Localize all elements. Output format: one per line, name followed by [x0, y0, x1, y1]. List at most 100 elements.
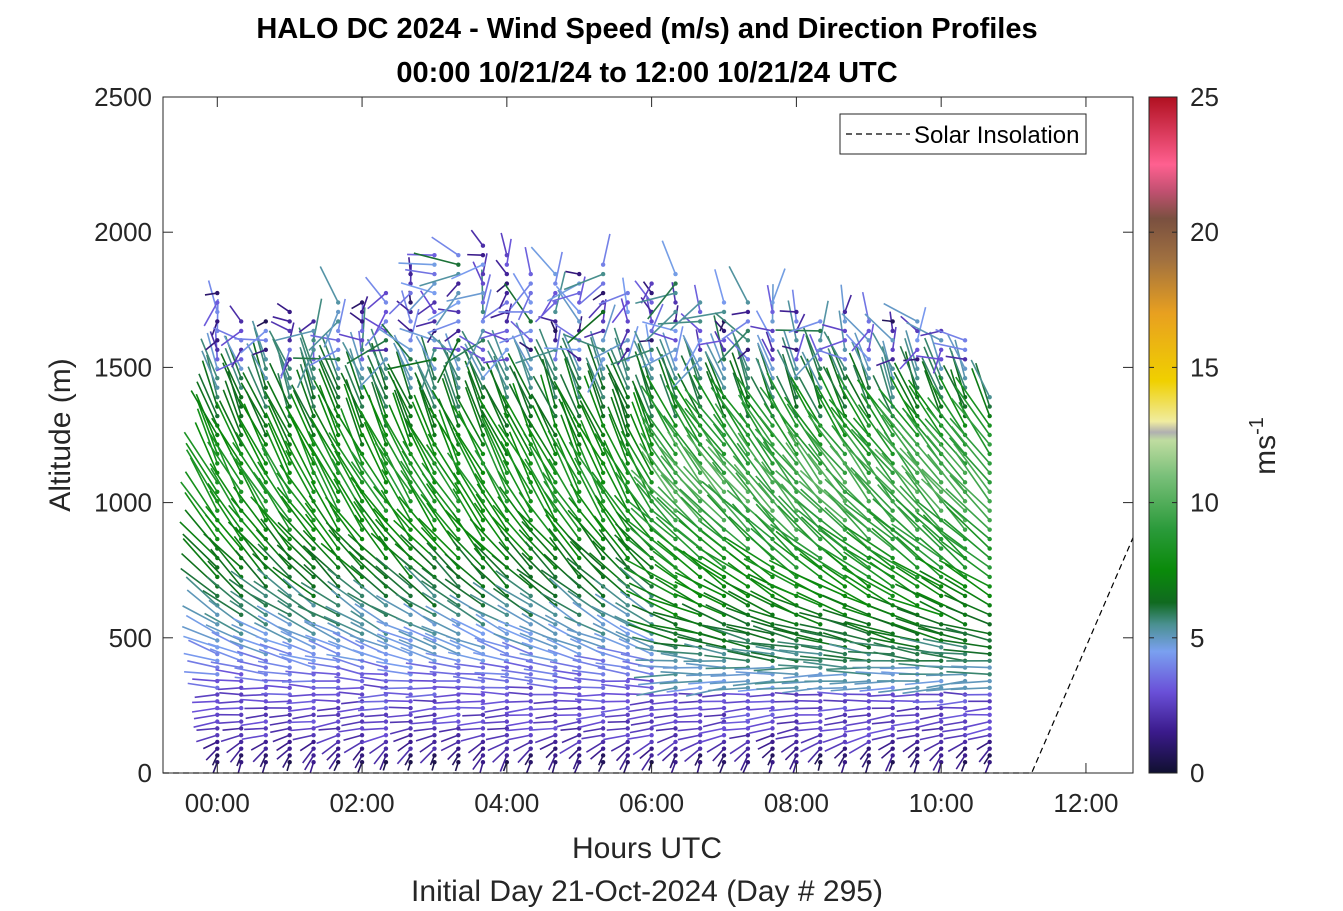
wind-vector: [618, 638, 652, 655]
wind-vector: [796, 591, 846, 616]
wind-vector-head: [866, 705, 871, 711]
wind-vector-head: [794, 423, 799, 428]
wind-vector: [670, 761, 677, 773]
wind-vector-head: [818, 404, 823, 409]
wind-vector: [941, 706, 966, 709]
wind-vector-head: [721, 753, 727, 758]
wind-vector: [933, 342, 966, 351]
wind-vector: [649, 707, 676, 712]
wind-vector-head: [287, 480, 292, 485]
wind-vector: [705, 604, 749, 626]
wind-vector-head: [215, 394, 220, 400]
wind-vector: [202, 741, 218, 750]
wind-vector-head: [215, 413, 220, 419]
wind-vector-head: [456, 385, 461, 390]
wind-vector-head: [818, 719, 823, 724]
wind-vector-head: [287, 394, 292, 400]
wind-vector: [703, 714, 725, 718]
wind-vector: [446, 599, 484, 625]
wind-vector-head: [770, 470, 775, 476]
wind-vector: [411, 401, 436, 455]
wind-vector: [729, 552, 773, 588]
wind-vector: [316, 714, 339, 718]
wind-vector-head: [335, 712, 341, 718]
wind-vector: [559, 345, 580, 389]
wind-vector: [598, 528, 629, 568]
wind-vector: [387, 370, 412, 417]
wind-vector: [293, 357, 339, 361]
wind-vector: [776, 727, 797, 735]
wind-vector: [530, 393, 557, 436]
wind-vector: [343, 741, 363, 754]
wind-vector: [851, 330, 870, 352]
wind-vector-head: [794, 726, 799, 731]
wind-vector-head: [745, 678, 751, 684]
wind-vector: [395, 593, 435, 616]
wind-vector-head: [383, 665, 389, 670]
wind-vector-head: [577, 442, 582, 447]
wind-vector: [823, 720, 846, 726]
wind-vector-head: [890, 432, 895, 438]
wind-vector: [417, 517, 459, 559]
colorbar-bar: [1148, 96, 1178, 774]
wind-vector-head: [553, 678, 558, 684]
wind-vector-head: [794, 319, 799, 324]
wind-vector: [873, 641, 918, 655]
wind-vector: [222, 362, 242, 407]
wind-vector-head: [311, 631, 316, 636]
wind-vector-head: [649, 319, 654, 324]
wind-vector: [331, 589, 363, 616]
wind-vector: [950, 680, 990, 685]
wind-vector: [850, 428, 894, 474]
wind-vector-head: [311, 712, 316, 718]
wind-vector: [740, 755, 749, 771]
wind-vector: [584, 330, 604, 339]
wind-vector-head: [408, 290, 413, 296]
wind-vector-head: [866, 574, 871, 580]
wind-vector: [757, 482, 798, 531]
wind-vector: [230, 570, 267, 597]
wind-vector-head: [432, 262, 437, 267]
wind-vector-head: [359, 759, 365, 765]
wind-vector-head: [408, 404, 413, 409]
wind-vector-head: [649, 423, 654, 428]
wind-vector-head: [697, 685, 703, 691]
wind-vector-head: [480, 705, 486, 711]
wind-vector: [945, 627, 990, 642]
wind-vector: [482, 384, 508, 426]
wind-vector: [276, 544, 315, 578]
wind-vector: [444, 330, 459, 342]
wind-vector: [577, 389, 604, 436]
wind-vector-head: [215, 746, 220, 751]
wind-vector-head: [480, 517, 486, 523]
wind-vector-head: [359, 622, 365, 627]
wind-vector-head: [745, 309, 751, 315]
wind-vector-head: [818, 712, 823, 718]
wind-vector: [231, 349, 242, 368]
wind-vector: [627, 714, 652, 721]
x-axis-label: Hours UTC: [572, 832, 722, 865]
wind-vector-head: [238, 726, 244, 731]
wind-vector: [815, 384, 846, 436]
wind-vector: [733, 463, 774, 512]
wind-vector: [321, 741, 339, 755]
wind-vector-head: [962, 423, 968, 428]
wind-vector: [800, 734, 821, 744]
wind-vector-head: [408, 300, 413, 305]
wind-vector: [251, 354, 267, 398]
wind-vector: [498, 486, 532, 531]
wind-vector: [656, 467, 701, 512]
wind-vector-head: [697, 347, 703, 353]
wind-vector: [881, 356, 894, 398]
wind-vector-head: [600, 470, 606, 476]
wind-vector: [304, 619, 339, 635]
wind-vector: [594, 433, 629, 483]
wind-vector: [480, 690, 507, 696]
wind-vector: [525, 660, 556, 669]
wind-vector: [272, 338, 291, 379]
wind-vector-head: [987, 499, 992, 504]
chart-subtitle: 00:00 10/21/24 to 12:00 10/21/24 UTC: [396, 57, 897, 89]
wind-vector-head: [335, 499, 341, 504]
wind-vector: [626, 326, 639, 360]
wind-vector: [373, 311, 387, 336]
